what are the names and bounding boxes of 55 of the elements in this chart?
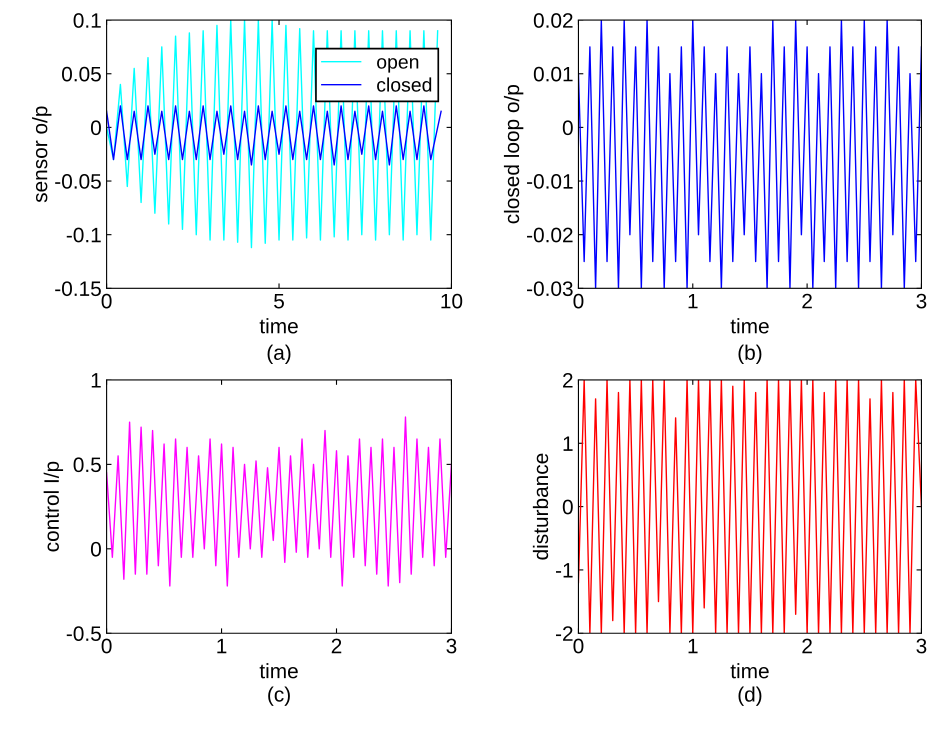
y-tick-label: 0.5: [74, 457, 101, 472]
x-axis-title: time: [260, 663, 298, 678]
line-series: [106, 105, 442, 166]
y-tick-label: -0.01: [527, 174, 573, 189]
y-tick-label: -0.15: [55, 281, 101, 296]
line-series: [578, 380, 922, 634]
text: (d): [738, 686, 762, 706]
x-tick-label: 3: [916, 294, 926, 308]
y-tick-label: -0.5: [66, 626, 101, 642]
x-tick-label: 5: [274, 294, 284, 308]
y-tick-label: 0: [562, 120, 573, 136]
x-tick-label: 0: [102, 294, 112, 308]
y-tick-label: 0: [90, 120, 101, 136]
x-tick-label: 2: [332, 638, 342, 654]
y-tick-label: -0.1: [66, 228, 101, 242]
x-tick-label: 2: [802, 294, 812, 308]
legend-label: closed: [377, 77, 432, 92]
x-axis-title: time: [260, 318, 298, 334]
text: (b): [738, 344, 762, 364]
text: (c): [268, 686, 290, 706]
y-tick-label: 0.1: [74, 13, 101, 28]
y-axis-title: sensor o/p: [32, 106, 52, 202]
x-axis-title: time: [730, 318, 769, 334]
x-tick-label: 10: [441, 294, 462, 308]
text: (a): [268, 344, 290, 364]
y-axis-title: disturbance: [532, 454, 548, 560]
x-tick-label: 0: [102, 638, 112, 654]
x-axis-title: time: [730, 663, 769, 678]
y-tick-label: -0.03: [527, 281, 573, 296]
x-tick-label: 1: [688, 294, 698, 308]
y-tick-label: -1: [556, 563, 573, 578]
x-tick-label: 3: [916, 638, 926, 654]
y-tick-label: 0: [562, 500, 573, 514]
y-tick-label: 1: [564, 436, 573, 451]
y-tick-label: -0.05: [55, 174, 101, 189]
x-tick-label: 1: [217, 638, 226, 654]
x-tick-label: 3: [446, 638, 456, 654]
legend-label: open: [377, 58, 418, 73]
x-tick-label: 0: [573, 294, 584, 308]
line-series: [106, 416, 452, 587]
y-tick-label: -2: [556, 626, 573, 641]
y-tick-label: 0.01: [534, 66, 573, 82]
y-tick-label: 0.02: [534, 13, 573, 28]
y-tick-label: 2: [563, 372, 573, 388]
y-tick-label: -0.02: [527, 228, 573, 242]
x-tick-label: 0: [573, 638, 584, 654]
x-tick-label: 1: [688, 638, 698, 654]
y-tick-label: 0: [90, 542, 101, 557]
y-axis-title: closed loop o/p: [504, 85, 524, 224]
y-tick-label: 1: [92, 373, 101, 388]
line-series: [578, 20, 922, 288]
line-series: [106, 20, 438, 248]
x-tick-label: 2: [802, 638, 812, 654]
y-axis-title: control I/p: [44, 462, 64, 552]
y-tick-label: 0.05: [62, 66, 101, 82]
